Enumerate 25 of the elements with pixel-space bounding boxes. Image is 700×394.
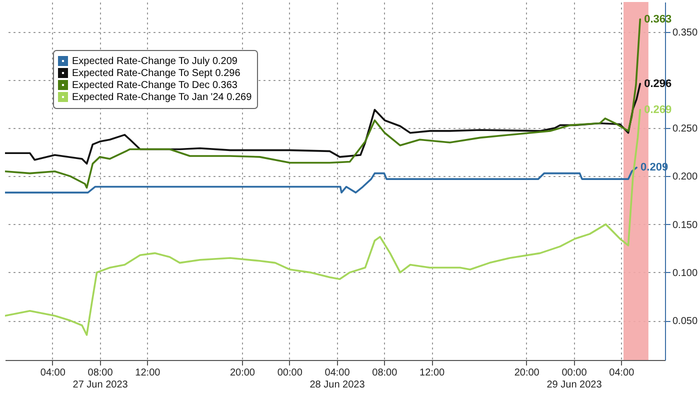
line-series: [5, 82, 642, 165]
x-tick-label: 04:00: [40, 368, 66, 378]
legend-label: Expected Rate-Change To Dec 0.363: [72, 80, 238, 91]
y-tick-label: 0.050: [672, 316, 698, 328]
x-tick-label: 20:00: [514, 368, 540, 378]
y-tick-label: 0.100: [672, 268, 698, 279]
x-tick-label: 08:00: [372, 368, 398, 378]
x-tick-label: 04:00 28 Jun 2023: [310, 368, 366, 390]
x-tick-label: 00:00 29 Jun 2023: [546, 368, 602, 390]
y-tick-label: 0.200: [672, 172, 698, 183]
legend-label: Expected Rate-Change To Jan '24 0.269: [72, 92, 252, 103]
y-tick-label: 0.350: [672, 27, 698, 38]
x-tick-label: 20:00: [230, 368, 256, 378]
x-tick-label: 04:00: [609, 368, 635, 378]
y-tick-label: 0.250: [672, 124, 698, 135]
x-tick-label: 12:00: [135, 368, 161, 378]
legend-label: Expected Rate-Change To July 0.209: [72, 56, 238, 67]
y-tick-label: 0.150: [672, 220, 698, 231]
line-series: [5, 18, 642, 189]
legend-label: Expected Rate-Change To Sept 0.296: [72, 68, 241, 79]
x-tick-label: 12:00: [420, 368, 446, 378]
line-series: [5, 108, 642, 336]
x-tick-label: 08:00 27 Jun 2023: [72, 368, 128, 390]
line-series: [5, 166, 638, 194]
x-tick-label: 00:00: [277, 368, 303, 378]
